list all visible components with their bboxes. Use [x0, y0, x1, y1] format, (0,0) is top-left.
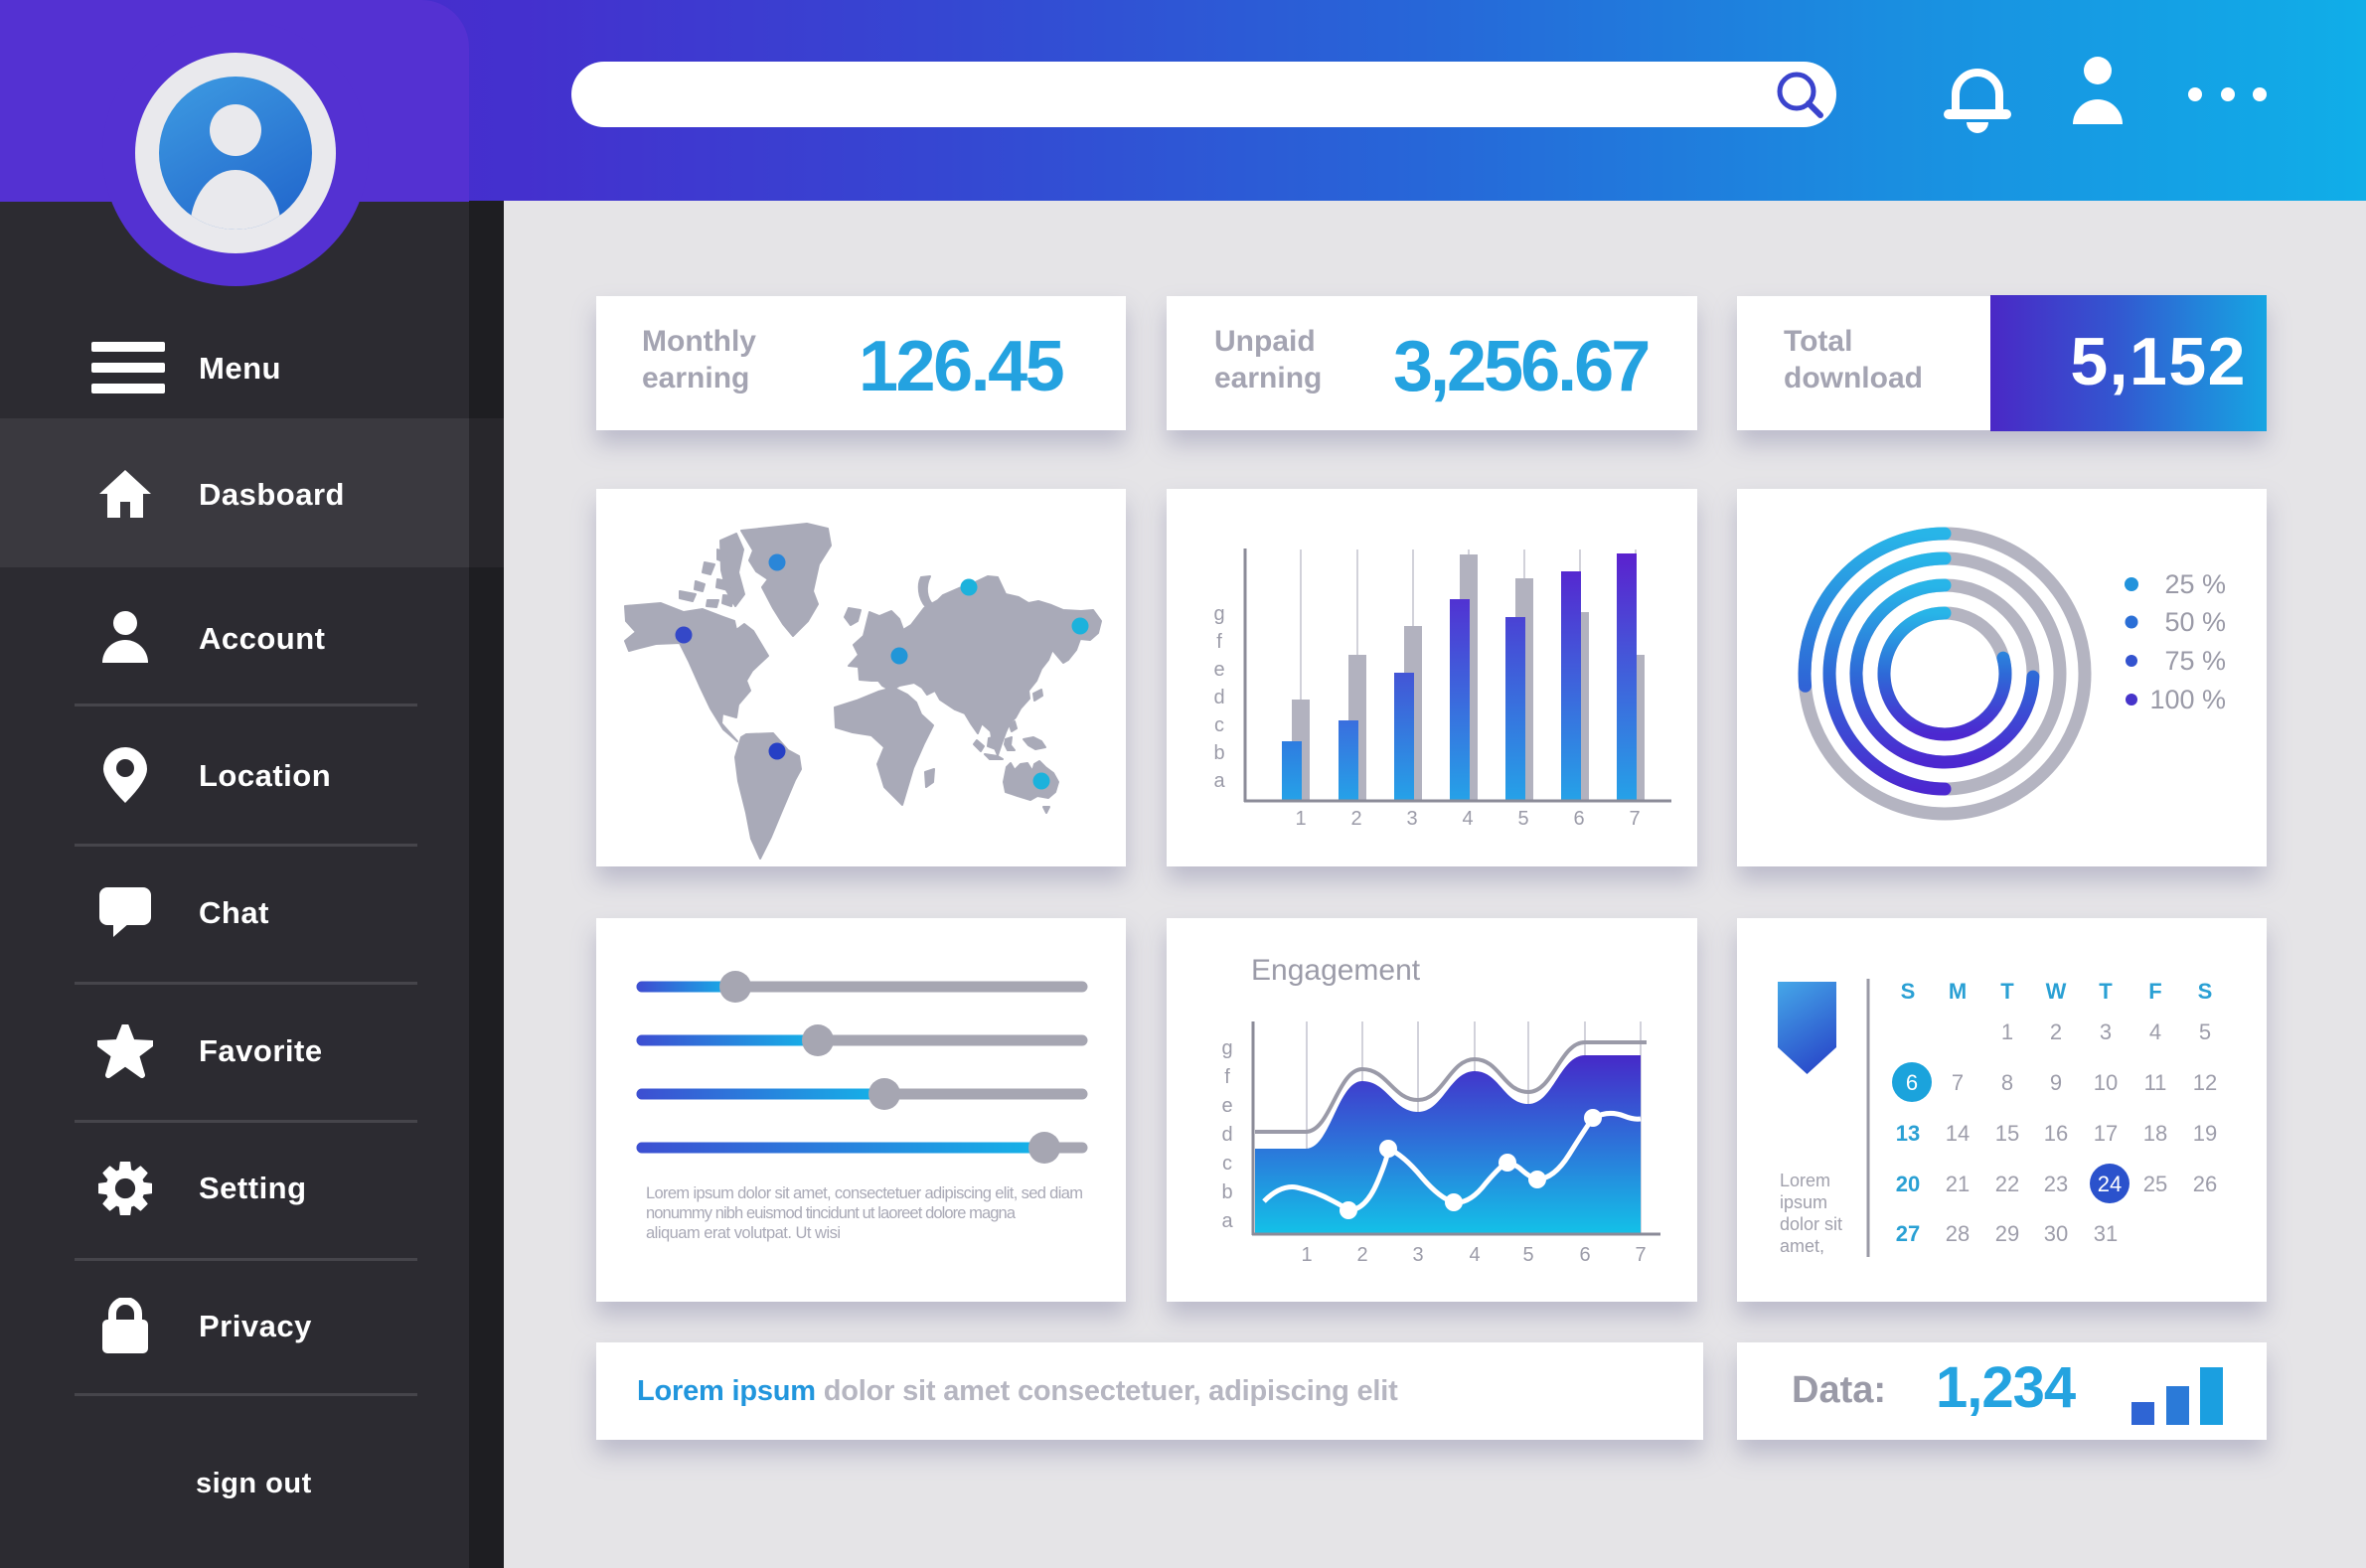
svg-text:23: 23	[2044, 1172, 2068, 1196]
svg-text:15: 15	[1995, 1121, 2019, 1146]
svg-text:Lorem: Lorem	[1780, 1171, 1830, 1190]
svg-text:g: g	[1221, 1037, 1232, 1059]
svg-text:100 %: 100 %	[2149, 685, 2226, 714]
svg-text:5: 5	[1522, 1244, 1533, 1266]
svg-text:e: e	[1221, 1095, 1232, 1117]
svg-text:12: 12	[2193, 1070, 2217, 1095]
svg-text:2: 2	[1356, 1244, 1367, 1266]
svg-text:6: 6	[1579, 1244, 1590, 1266]
svg-text:18: 18	[2143, 1121, 2167, 1146]
svg-text:17: 17	[2094, 1121, 2118, 1146]
svg-text:75 %: 75 %	[2164, 646, 2226, 676]
svg-text:dolor sit: dolor sit	[1780, 1214, 1842, 1234]
svg-text:31: 31	[2094, 1221, 2118, 1246]
svg-text:d: d	[1213, 687, 1224, 708]
svg-text:c: c	[1214, 714, 1224, 736]
svg-text:Engagement: Engagement	[1251, 954, 1421, 987]
svg-text:aliquam erat volutpat. Ut wisi: aliquam erat volutpat. Ut wisi	[646, 1224, 841, 1242]
svg-text:b: b	[1213, 742, 1224, 764]
svg-text:8: 8	[2001, 1070, 2013, 1095]
svg-text:nonummy nibh euismod tincidunt: nonummy nibh euismod tincidunt ut laoree…	[646, 1204, 1017, 1222]
svg-text:4: 4	[1462, 808, 1473, 830]
svg-text:c: c	[1222, 1153, 1232, 1175]
svg-text:22: 22	[1995, 1172, 2019, 1196]
svg-text:27: 27	[1896, 1221, 1920, 1246]
svg-text:9: 9	[2050, 1070, 2062, 1095]
svg-text:26: 26	[2193, 1172, 2217, 1196]
svg-text:7: 7	[1635, 1244, 1646, 1266]
svg-text:g: g	[1213, 603, 1224, 625]
svg-text:2: 2	[2050, 1019, 2062, 1044]
svg-text:amet,: amet,	[1780, 1236, 1824, 1256]
svg-text:5: 5	[2199, 1019, 2211, 1044]
svg-text:28: 28	[1946, 1221, 1970, 1246]
svg-text:7: 7	[1952, 1070, 1964, 1095]
svg-text:21: 21	[1946, 1172, 1970, 1196]
svg-text:1: 1	[1301, 1244, 1312, 1266]
svg-text:T: T	[2000, 979, 2014, 1004]
svg-text:25 %: 25 %	[2164, 569, 2226, 599]
svg-text:50 %: 50 %	[2164, 607, 2226, 637]
svg-text:Lorem ipsum dolor sit amet, co: Lorem ipsum dolor sit amet, consectetuer…	[646, 1184, 1083, 1202]
svg-text:3: 3	[1406, 808, 1417, 830]
svg-text:W: W	[2046, 979, 2067, 1004]
svg-text:a: a	[1213, 770, 1225, 792]
svg-text:6: 6	[1906, 1070, 1918, 1095]
svg-text:4: 4	[2149, 1019, 2161, 1044]
svg-text:d: d	[1221, 1124, 1232, 1146]
svg-text:3: 3	[1412, 1244, 1423, 1266]
svg-text:F: F	[2148, 979, 2161, 1004]
svg-text:19: 19	[2193, 1121, 2217, 1146]
svg-text:1: 1	[2001, 1019, 2013, 1044]
svg-text:1: 1	[1295, 808, 1306, 830]
svg-text:a: a	[1221, 1210, 1233, 1232]
svg-text:S: S	[1901, 979, 1916, 1004]
svg-text:b: b	[1221, 1181, 1232, 1203]
svg-text:20: 20	[1896, 1172, 1920, 1196]
svg-text:16: 16	[2044, 1121, 2068, 1146]
svg-text:30: 30	[2044, 1221, 2068, 1246]
svg-text:e: e	[1213, 659, 1224, 681]
svg-text:10: 10	[2094, 1070, 2118, 1095]
svg-text:25: 25	[2143, 1172, 2167, 1196]
svg-text:5: 5	[1517, 808, 1528, 830]
svg-text:6: 6	[1573, 808, 1584, 830]
svg-text:7: 7	[1629, 808, 1640, 830]
svg-text:14: 14	[1946, 1121, 1970, 1146]
svg-text:3: 3	[2100, 1019, 2112, 1044]
svg-text:M: M	[1949, 979, 1967, 1004]
svg-text:24: 24	[2098, 1172, 2122, 1196]
svg-text:f: f	[1224, 1066, 1230, 1088]
svg-text:4: 4	[1469, 1244, 1480, 1266]
svg-text:13: 13	[1896, 1121, 1920, 1146]
svg-text:T: T	[2099, 979, 2113, 1004]
svg-text:2: 2	[1350, 808, 1361, 830]
svg-text:S: S	[2198, 979, 2213, 1004]
svg-text:11: 11	[2144, 1070, 2167, 1095]
svg-text:ipsum: ipsum	[1780, 1192, 1827, 1212]
svg-text:29: 29	[1995, 1221, 2019, 1246]
svg-text:f: f	[1216, 631, 1222, 653]
